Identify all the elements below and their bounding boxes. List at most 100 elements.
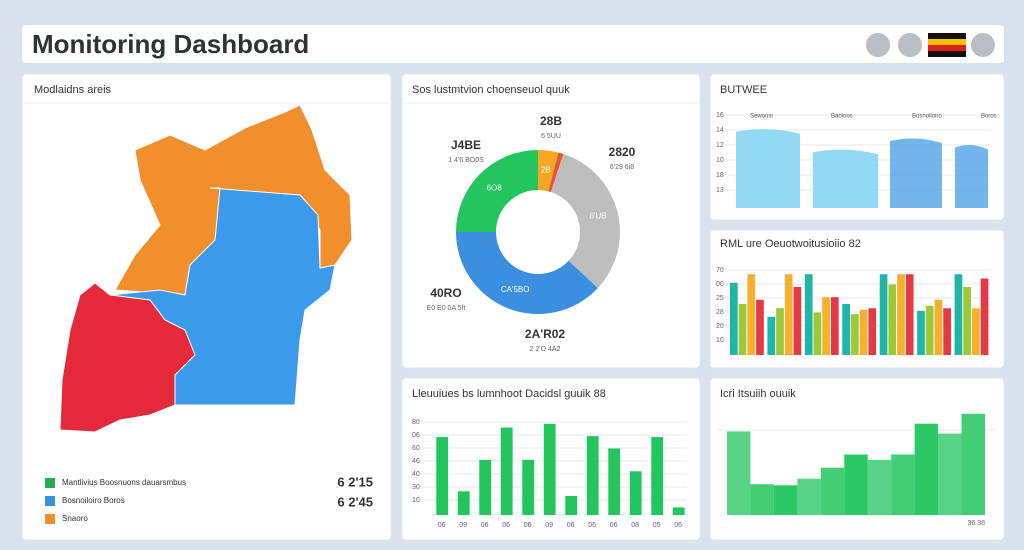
bar[interactable] [586, 436, 599, 515]
donut-slice[interactable] [456, 232, 598, 314]
y-tick-label: 25 [716, 295, 724, 302]
bar[interactable] [879, 274, 888, 355]
donut-slice[interactable] [548, 152, 564, 193]
bar[interactable] [980, 278, 989, 356]
bar[interactable] [934, 299, 943, 355]
bar[interactable] [522, 459, 535, 515]
bar[interactable] [830, 297, 839, 355]
y-tick-label: 10 [412, 497, 420, 504]
y-tick-label: 20 [716, 323, 724, 330]
bar[interactable] [868, 308, 877, 355]
bar[interactable] [867, 460, 892, 515]
bar[interactable] [850, 314, 859, 355]
legend-swatch [45, 514, 55, 524]
bar[interactable] [727, 431, 751, 515]
bar[interactable] [897, 274, 905, 355]
bar[interactable] [938, 433, 962, 515]
legend-swatch [45, 496, 55, 506]
bar[interactable] [914, 423, 939, 515]
y-tick-label: 14 [716, 127, 724, 134]
bar[interactable] [457, 491, 470, 515]
area-block[interactable] [890, 138, 942, 208]
bar[interactable] [629, 471, 642, 515]
bar[interactable] [822, 297, 830, 355]
bar[interactable] [961, 413, 985, 515]
bar[interactable] [793, 287, 802, 355]
bar[interactable] [925, 305, 934, 355]
bar[interactable] [750, 484, 774, 515]
map [59, 104, 353, 433]
y-tick-label: 80 [412, 419, 420, 426]
bar[interactable] [963, 287, 971, 355]
bar[interactable] [776, 308, 784, 355]
flag-icon[interactable] [928, 33, 966, 57]
x-tick-label: 06 [524, 522, 532, 529]
bar[interactable] [756, 299, 764, 355]
bar[interactable] [859, 309, 868, 355]
bar[interactable] [672, 507, 685, 515]
bar[interactable] [730, 282, 738, 355]
bar[interactable] [905, 274, 914, 355]
callout-value: 2820 [609, 145, 636, 159]
bar[interactable] [917, 310, 925, 355]
donut-slice[interactable] [538, 150, 559, 192]
header-bar [22, 25, 1004, 63]
legend-figure: 6 2'15 [337, 474, 373, 489]
bar[interactable] [651, 437, 664, 515]
donut-slice[interactable] [550, 154, 620, 289]
x-tick-label: 06 [588, 522, 596, 529]
bar[interactable] [479, 459, 492, 515]
y-tick-label: 10 [716, 157, 724, 164]
x-tick-label: 06 [567, 522, 575, 529]
bar[interactable] [738, 304, 747, 355]
bar[interactable] [813, 312, 822, 356]
slice-label: 6O8 [487, 183, 503, 192]
user-icon[interactable] [971, 33, 995, 57]
bar[interactable] [608, 448, 621, 516]
bar[interactable] [565, 496, 578, 515]
panel-title: Modlaidns areis [34, 84, 112, 96]
area-name: Sewousi [750, 114, 773, 120]
area-name: Bosnoiloiro [912, 114, 942, 120]
donut-panel [401, 73, 701, 369]
donut-slice[interactable] [456, 150, 538, 232]
bar[interactable] [954, 274, 963, 355]
slice-label: 2B [541, 166, 551, 175]
bar[interactable] [436, 437, 449, 515]
bar[interactable] [842, 304, 850, 355]
x-tick-label: 09 [545, 522, 553, 529]
bar[interactable] [891, 454, 915, 516]
bar[interactable] [543, 423, 556, 515]
bar[interactable] [844, 454, 868, 516]
area-block[interactable] [736, 129, 800, 208]
bar[interactable] [500, 427, 513, 515]
footnote: 36 38 [967, 520, 985, 527]
bar[interactable] [784, 274, 793, 355]
bar[interactable] [804, 274, 813, 355]
legend-swatch [45, 478, 55, 488]
area-block[interactable] [813, 149, 878, 208]
bar[interactable] [943, 308, 951, 355]
callout-note: 1 4'6 BO0S [448, 157, 484, 164]
slice-label: CA'5BO [501, 285, 530, 294]
bar[interactable] [773, 485, 798, 515]
bar[interactable] [820, 467, 845, 515]
bar[interactable] [767, 316, 776, 355]
callout-value: 2A'R02 [525, 327, 566, 341]
bar[interactable] [797, 478, 821, 515]
x-tick-label: 06 [438, 522, 446, 529]
bar[interactable] [971, 308, 980, 355]
help-icon[interactable] [898, 33, 922, 57]
x-tick-label: 09 [459, 522, 467, 529]
x-tick-label: 05 [653, 522, 661, 529]
bar[interactable] [747, 274, 756, 355]
legend-label: Bosnoiloiro Boros [62, 496, 125, 505]
y-tick-label: 16 [716, 112, 724, 119]
y-tick-label: 70 [716, 267, 724, 274]
area-block[interactable] [955, 144, 988, 208]
y-tick-label: 06 [412, 432, 420, 439]
chat-icon[interactable] [866, 33, 890, 57]
bar[interactable] [888, 284, 897, 355]
region-red[interactable] [59, 282, 196, 433]
